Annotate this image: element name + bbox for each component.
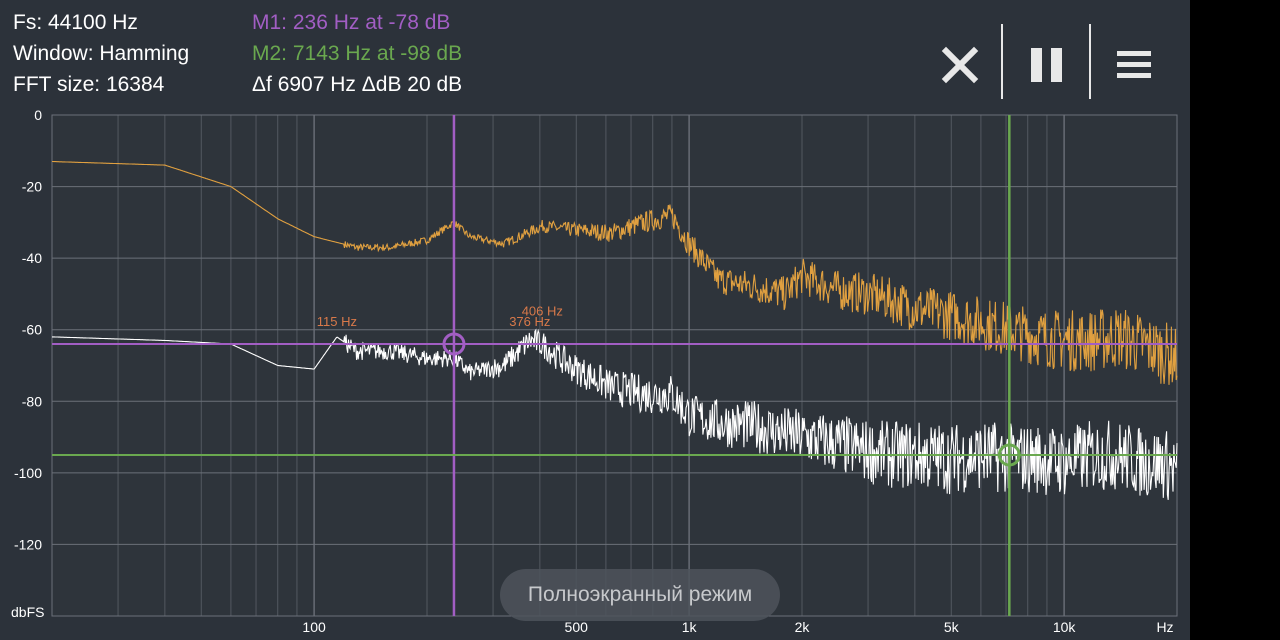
fullscreen-toast: Полноэкранный режим: [500, 569, 780, 621]
y-tick-label: -20: [22, 179, 42, 195]
toolbar-divider: [1089, 24, 1091, 99]
spectrum-trace-white: [52, 328, 1178, 500]
spectrum-trace-orange: [52, 160, 1178, 385]
x-tick-label: 2k: [795, 619, 811, 635]
x-axis-unit-label: Hz: [1156, 619, 1173, 635]
y-tick-label: -60: [22, 322, 42, 338]
plot-area: [51, 114, 1178, 617]
pause-button[interactable]: [1012, 30, 1082, 100]
pause-icon: [1031, 48, 1062, 82]
y-tick-label: -80: [22, 393, 42, 409]
y-tick-label: 0: [34, 107, 42, 123]
x-tick-label: 100: [302, 619, 326, 635]
peak-label: 406 Hz: [522, 303, 563, 318]
sample-rate-label: Fs: 44100 Hz: [13, 11, 138, 34]
toolbar-divider: [1001, 24, 1003, 99]
marker-1-handle: [442, 332, 466, 356]
y-tick-label: -100: [14, 465, 42, 481]
marker1-readout: M1: 236 Hz at -78 dB: [252, 11, 451, 34]
screen-edge: [1190, 0, 1280, 640]
fft-size-label: FFT size: 16384: [13, 73, 165, 96]
y-axis-unit-label: dbFS: [11, 604, 44, 620]
spectrum-chart[interactable]: 0 -20 -40 -60 -80 -100 -120 100 500 1k 2k 5k 10k dbFS…: [0, 0, 1190, 640]
peak-label: 115 Hz: [317, 314, 357, 329]
x-tick-label: 5k: [944, 619, 960, 635]
menu-button[interactable]: [1099, 30, 1169, 100]
x-tick-label: 1k: [682, 619, 698, 635]
y-tick-label: -40: [22, 250, 42, 266]
info-panel-left: Fs: 44100 Hz Window: Hamming FFT size: 1…: [13, 7, 189, 100]
marker-info-panel: M1: 236 Hz at -78 dB M2: 7143 Hz at -98 …: [252, 7, 462, 100]
marker-2-handle: [997, 443, 1021, 467]
peak-label: 376 Hz: [509, 314, 550, 329]
marker2-readout: M2: 7143 Hz at -98 dB: [252, 42, 463, 65]
window-type-label: Window: Hamming: [13, 42, 190, 65]
y-tick-label: -120: [14, 536, 42, 552]
close-button[interactable]: [925, 30, 995, 100]
x-tick-label: 10k: [1053, 619, 1077, 635]
delta-readout: Δf 6907 Hz ΔdB 20 dB: [252, 73, 463, 96]
menu-icon: [1117, 51, 1151, 78]
close-icon: [941, 46, 979, 84]
x-tick-label: 500: [565, 619, 589, 635]
